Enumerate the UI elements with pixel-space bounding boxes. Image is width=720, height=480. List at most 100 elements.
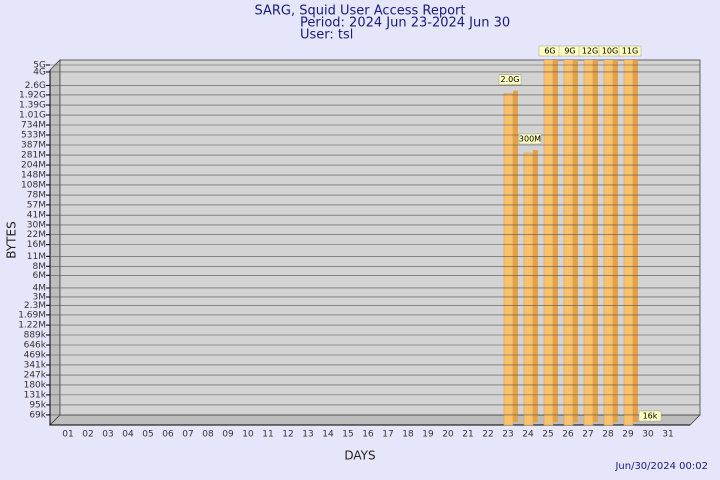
x-tick-label: 24	[522, 430, 534, 440]
y-tick-label: 131k	[24, 390, 47, 400]
x-tick-label: 01	[62, 430, 73, 440]
y-tick-label: 281M	[21, 151, 46, 161]
bar	[563, 60, 574, 426]
y-tick-label: 180k	[24, 380, 47, 390]
y-tick-label: 204M	[21, 161, 46, 171]
floor	[49, 414, 701, 426]
x-tick-label: 12	[282, 430, 293, 440]
y-tick-label: 1.69M	[18, 310, 46, 320]
value-label: 11G	[622, 47, 638, 56]
x-tick-label: 07	[182, 430, 193, 440]
y-tick-label: 69k	[29, 410, 46, 420]
bar-side	[573, 60, 578, 422]
x-tick-label: 08	[202, 430, 214, 440]
y-tick-label: 22M	[27, 230, 46, 240]
x-tick-label: 29	[622, 430, 634, 440]
chart-title: SARG, Squid User Access Report	[255, 4, 466, 19]
y-tick-label: 1.22M	[18, 321, 46, 331]
y-tick-label: 16M	[27, 240, 46, 250]
y-tick-label: 889k	[24, 331, 47, 341]
bar-side	[533, 149, 538, 422]
y-tick-label: 6M	[33, 271, 47, 281]
x-tick-label: 31	[662, 430, 673, 440]
y-tick-label: 734M	[21, 120, 46, 130]
x-tick-label: 11	[262, 430, 273, 440]
x-tick-label: 16	[362, 430, 374, 440]
bar	[503, 93, 514, 426]
x-tick-label: 20	[442, 430, 454, 440]
y-tick-label: 247k	[24, 371, 47, 381]
bar-side	[593, 60, 598, 423]
x-tick-label: 27	[582, 430, 593, 440]
y-tick-label: 1.92G	[19, 90, 46, 100]
y-tick-label: 148M	[21, 171, 46, 181]
y-tick-label: 8M	[33, 262, 47, 272]
bar	[523, 152, 534, 426]
y-tick-label: 341k	[24, 360, 47, 370]
y-tick-label: 95k	[29, 400, 46, 410]
x-axis-label: DAYS	[344, 449, 375, 463]
x-tick-label: 19	[422, 430, 434, 440]
y-tick-label: 469k	[24, 351, 47, 361]
x-tick-label: 09	[222, 430, 234, 440]
value-label: 2.0G	[501, 75, 520, 84]
bar	[583, 60, 594, 426]
value-label-box	[618, 45, 642, 57]
value-label: 6G	[544, 47, 555, 56]
y-tick-label: 4M	[33, 283, 47, 293]
bar	[623, 60, 634, 426]
x-tick-label: 10	[242, 430, 254, 440]
bar	[543, 60, 554, 426]
footer-date: Jun/30/2024 00:02	[614, 461, 708, 472]
x-tick-label: 22	[482, 430, 493, 440]
y-tick-label: 646k	[24, 340, 47, 350]
y-tick-label: 2.3M	[24, 301, 46, 311]
x-tick-label: 15	[342, 430, 353, 440]
x-tick-label: 25	[542, 430, 553, 440]
bar-side	[633, 60, 638, 422]
x-tick-label: 26	[562, 430, 574, 440]
bars	[503, 60, 638, 426]
value-label-box	[518, 133, 542, 145]
x-tick-label: 14	[322, 430, 334, 440]
value-label-box	[498, 74, 522, 85]
y-tick-label: 3M	[33, 292, 47, 302]
y-tick-label: 1.01G	[19, 111, 46, 121]
bar-side	[553, 60, 558, 422]
y-tick-label: 533M	[21, 131, 46, 141]
y-tick-label: 11M	[27, 252, 46, 262]
bar	[603, 60, 614, 426]
value-label-box	[638, 410, 662, 422]
x-tick-label: 13	[302, 430, 313, 440]
x-tick-label: 06	[162, 430, 174, 440]
y-tick-label: 108M	[21, 180, 46, 190]
y-tick-label: 57M	[27, 200, 46, 210]
value-label: 16k	[643, 412, 658, 421]
x-tick-label: 23	[502, 430, 513, 440]
x-tick-label: 03	[102, 430, 113, 440]
bar-side	[613, 60, 618, 423]
y-tick-label: 1.39G	[19, 101, 46, 111]
y-axis-label: BYTES	[5, 221, 19, 258]
user-label: User: tsl	[300, 28, 353, 43]
x-tick-label: 17	[382, 430, 393, 440]
y-tick-label: 2.6G	[25, 81, 46, 91]
y-tick-label: 5G	[33, 61, 46, 71]
x-tick-label: 05	[142, 430, 153, 440]
y-tick-label: 41M	[27, 211, 46, 221]
y-tick-label: 387M	[21, 141, 46, 151]
value-label: 9G	[564, 47, 575, 56]
y-tick-label: 4G	[33, 67, 46, 77]
x-tick-label: 02	[82, 430, 93, 440]
y-tick-label: 30M	[27, 220, 46, 230]
x-tick-label: 18	[402, 430, 414, 440]
y-tick-label: 78M	[27, 191, 46, 201]
chart-subtitle: Period: 2024 Jun 23-2024 Jun 30	[300, 16, 510, 31]
x-tick-label: 30	[642, 430, 654, 440]
value-label: 12G	[582, 47, 598, 56]
value-label: 10G	[602, 47, 618, 56]
value-label: 300M	[519, 134, 541, 143]
x-tick-label: 21	[462, 430, 473, 440]
x-tick-label: 28	[602, 430, 614, 440]
